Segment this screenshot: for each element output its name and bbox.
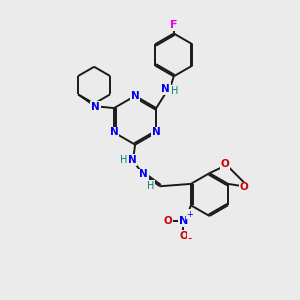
Text: -: - bbox=[188, 232, 192, 245]
Text: O: O bbox=[220, 159, 229, 169]
Text: N: N bbox=[110, 128, 118, 137]
Text: N: N bbox=[128, 155, 136, 165]
Text: N: N bbox=[91, 102, 100, 112]
Text: F: F bbox=[170, 20, 178, 30]
Text: N: N bbox=[161, 84, 170, 94]
Text: O: O bbox=[240, 182, 249, 193]
Text: N: N bbox=[179, 216, 188, 226]
Text: N: N bbox=[139, 169, 148, 179]
Text: O: O bbox=[164, 216, 172, 226]
Text: +: + bbox=[187, 210, 194, 219]
Text: N: N bbox=[152, 128, 161, 137]
Text: H: H bbox=[171, 86, 179, 96]
Text: H: H bbox=[147, 181, 154, 191]
Text: O: O bbox=[179, 231, 188, 241]
Text: N: N bbox=[131, 91, 140, 101]
Text: H: H bbox=[120, 154, 127, 164]
